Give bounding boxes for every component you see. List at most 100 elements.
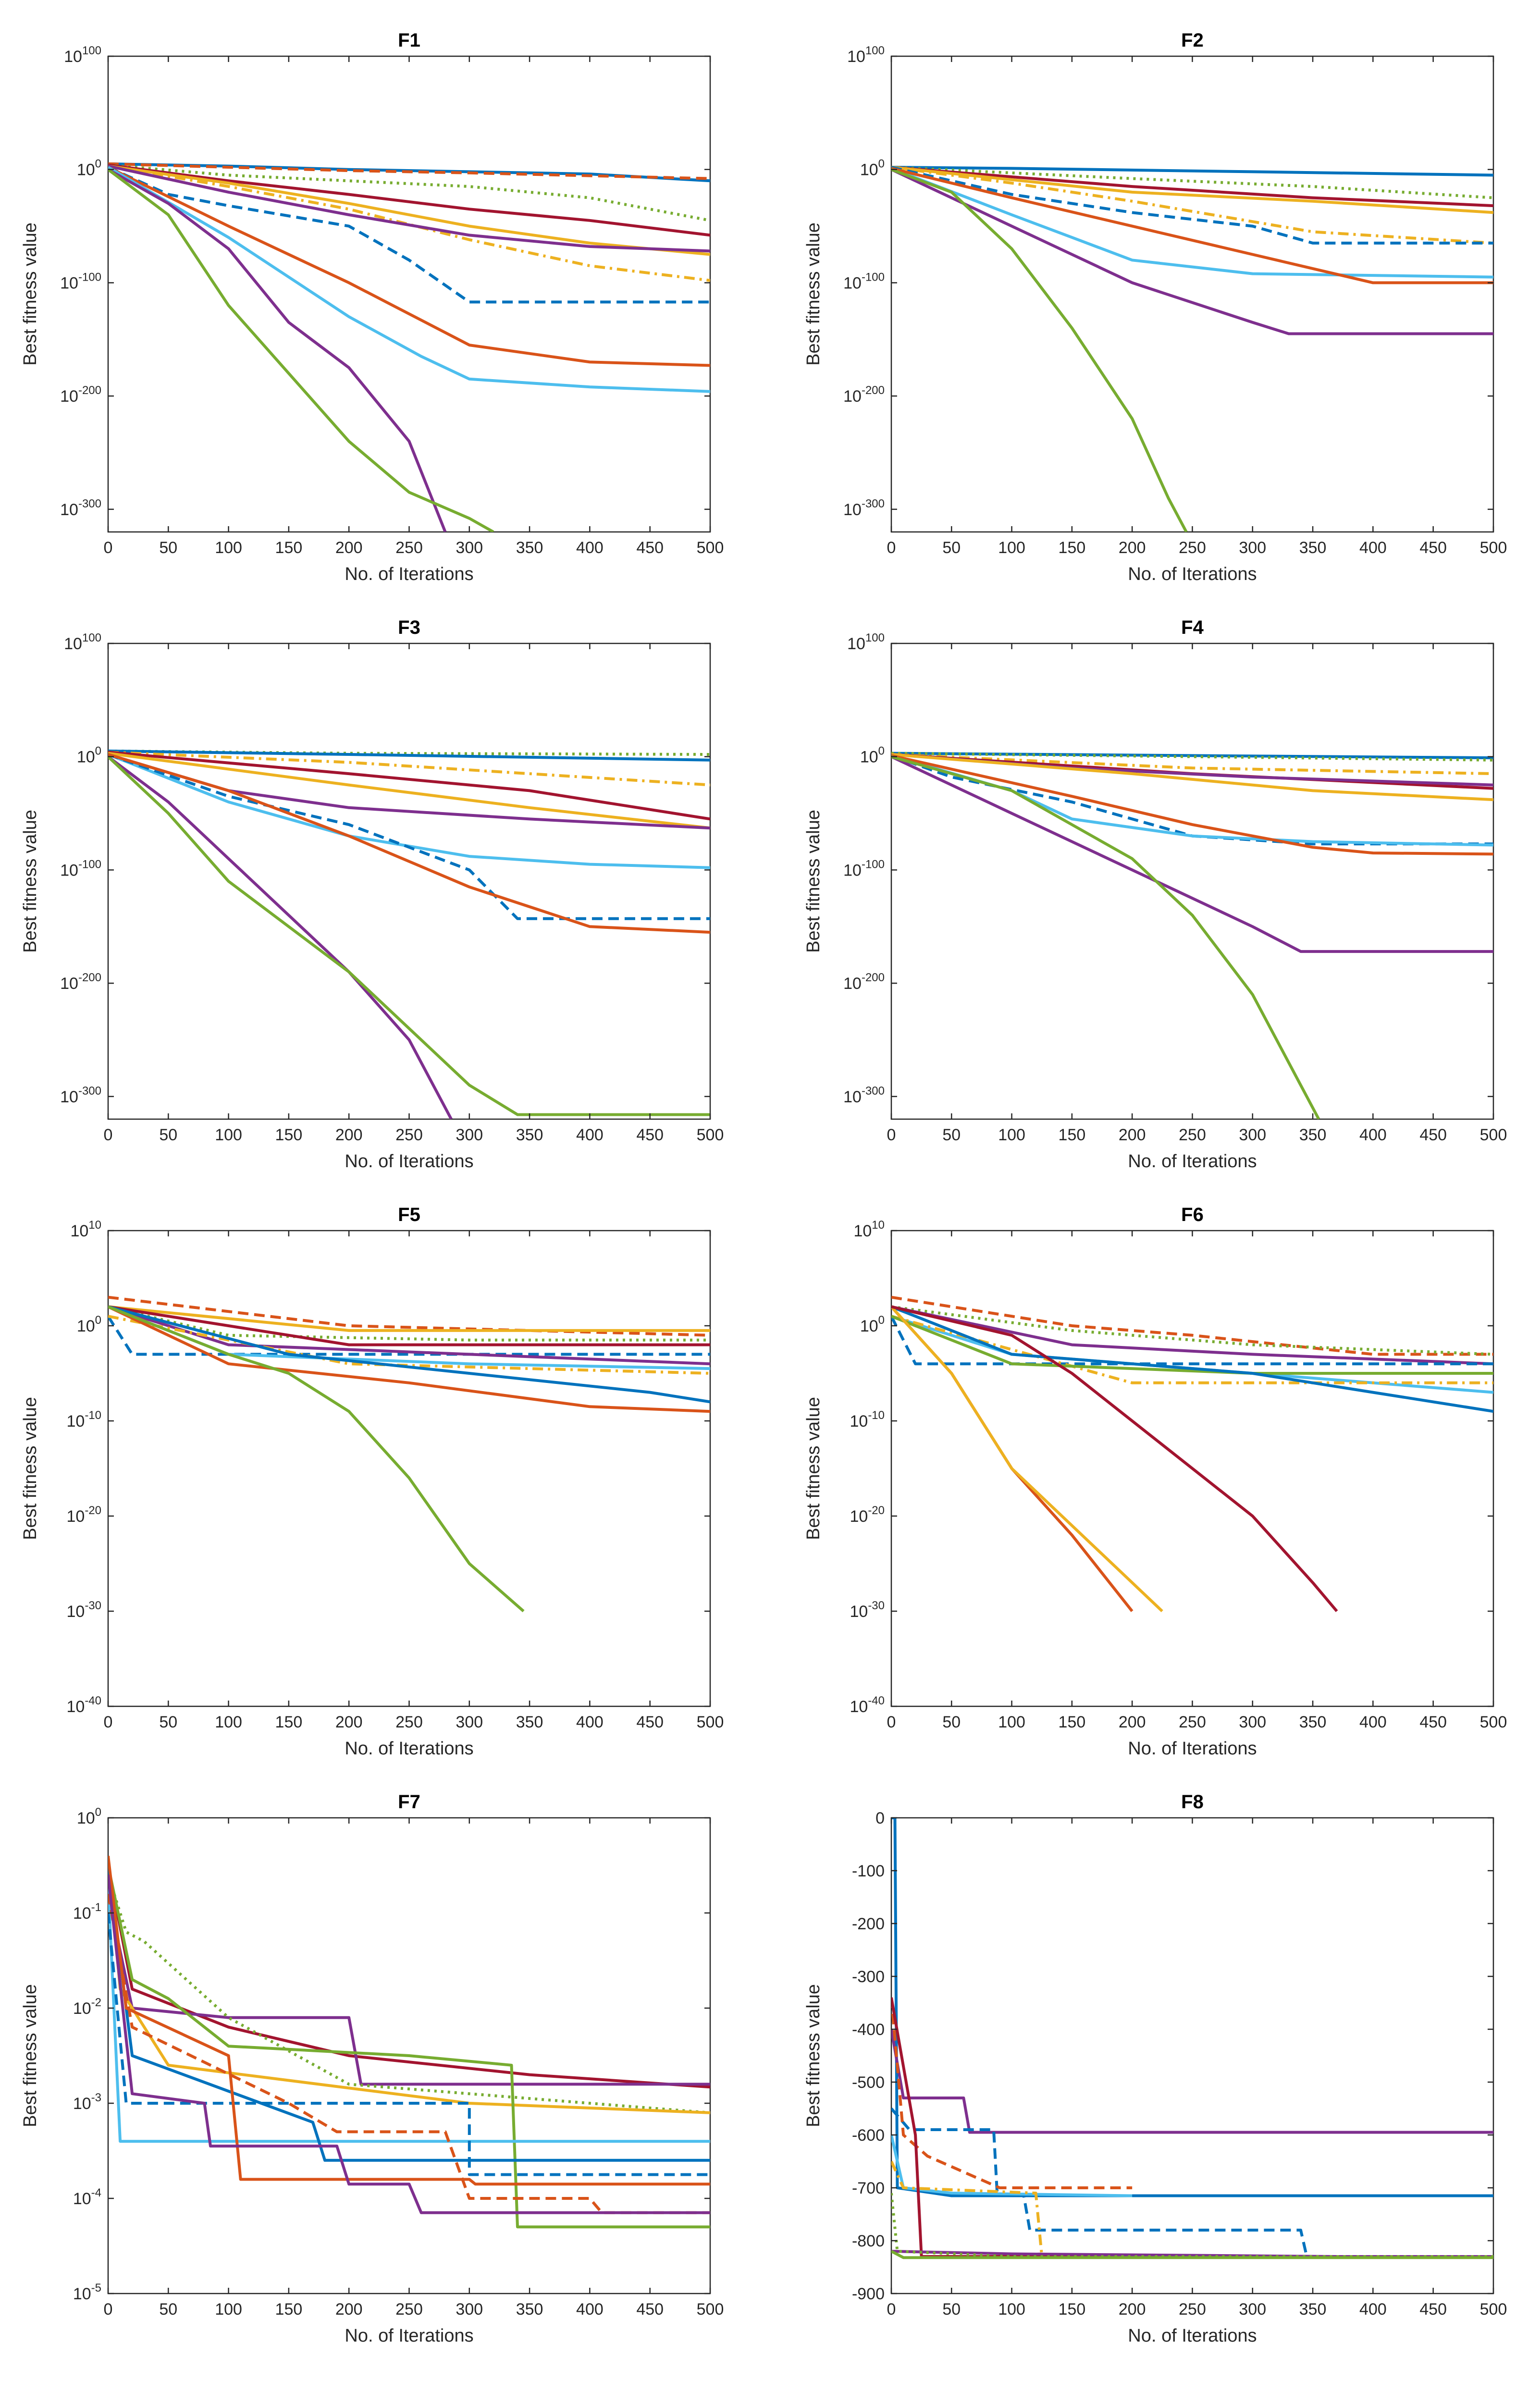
y-tick-label: -200 [852,1915,885,1933]
y-tick-label: -300 [852,1968,885,1986]
x-tick-label: 150 [1059,2300,1086,2319]
x-tick-label: 200 [335,2300,363,2319]
series-line-4 [891,1315,1493,1366]
x-tick-label: 400 [1359,1126,1387,1144]
x-tick-label: 50 [942,2300,961,2319]
x-axis-label: No. of Iterations [345,1739,473,1759]
y-tick-label: 10-30 [66,1599,101,1621]
series-group [108,749,710,1119]
x-tick-label: 200 [1119,2300,1146,2319]
series-line-3 [891,166,1493,208]
series-line-10 [108,1855,710,2186]
y-tick-label: 10100 [64,631,101,653]
x-tick-label: 50 [942,1713,961,1731]
y-tick-label: 10-200 [60,971,101,993]
chart-panel-f6: 0 50 100 150 200 250 300 350 400 450 500 1010 100 10-… [803,1204,1507,1759]
x-tick-label: 500 [697,2300,724,2319]
x-tick-label: 100 [215,2300,242,2319]
x-tick-label: 100 [998,1713,1025,1731]
x-tick-label: 300 [1239,1126,1266,1144]
x-tick-label: 300 [456,1713,483,1731]
chart-title: F3 [398,617,420,638]
y-tick-label: 10-200 [843,971,885,993]
x-tick-label: 300 [1239,1713,1266,1731]
x-tick-label: 500 [1480,1713,1507,1731]
x-tick-label: 200 [1119,1126,1146,1144]
y-tick-label: -800 [852,2232,885,2250]
series-line-5 [108,1865,710,2229]
y-tick-label: 10-40 [66,1694,101,1716]
x-tick-label: 400 [576,2300,604,2319]
chart-panel-f2: 0 50 100 150 200 250 300 350 400 450 500 10100 100 10… [803,30,1507,584]
series-line-5 [891,2134,1133,2197]
x-tick-label: 150 [275,2300,303,2319]
series-line-10 [891,2250,1493,2259]
series-line-3 [891,1305,1493,1366]
x-tick-label: 50 [159,539,177,557]
y-axis-label: Best fitness value [20,1984,40,2127]
series-line-2 [108,1305,710,1332]
y-tick-label: 10-100 [843,271,885,292]
series-line-12 [108,168,494,532]
x-tick-label: 50 [159,1713,177,1731]
series-line-11 [108,1875,710,2214]
series-line-2 [891,166,1493,199]
plot-area-frame [107,1230,711,1707]
chart-title: F7 [398,1791,420,1813]
x-axis-label: No. of Iterations [345,564,473,584]
x-axis-label: No. of Iterations [345,2326,473,2346]
y-tick-label: 10-200 [843,384,885,406]
x-tick-label: 100 [215,1713,242,1731]
x-tick-label: 0 [104,539,113,557]
series-group [891,1295,1493,1613]
x-tick-label: 500 [1480,1126,1507,1144]
series-line-10 [891,1306,1163,1613]
x-tick-label: 250 [395,2300,423,2319]
y-tick-label: 10-20 [66,1504,101,1526]
y-tick-label: 100 [77,1806,101,1827]
x-tick-label: 250 [395,1126,423,1144]
y-tick-label: -500 [852,2073,885,2092]
x-tick-label: 200 [335,1126,363,1144]
series-line-8 [891,167,1493,284]
series-group [108,1295,710,1613]
x-tick-label: 300 [456,2300,483,2319]
x-tick-label: 200 [1119,1713,1146,1731]
y-tick-label: 10-40 [850,1694,885,1716]
y-tick-label: 100 [860,158,885,179]
series-line-2 [108,749,710,762]
series-line-5 [108,164,710,256]
y-tick-label: 100 [77,158,101,179]
x-tick-label: 400 [576,1713,604,1731]
series-line-3 [108,751,710,787]
y-tick-label: 10-100 [843,858,885,879]
series-line-3 [891,753,1493,776]
y-tick-label: 1010 [853,1219,885,1240]
x-tick-label: 150 [1059,1713,1086,1731]
y-tick-label: 10-5 [73,2282,101,2303]
x-tick-label: 250 [1179,1126,1206,1144]
x-tick-label: 100 [215,1126,242,1144]
series-line-4 [108,751,710,821]
chart-panel-f1: 0 50 100 150 200 250 300 350 400 450 500 10100 100 10… [20,30,724,584]
series-line-2 [108,1893,710,2086]
plot-area-frame [890,1817,1494,2294]
series-line-6 [108,164,710,282]
series-line-2 [108,162,710,180]
series-line-3 [891,2108,1308,2257]
x-tick-label: 450 [636,1713,664,1731]
plot-area-frame [890,642,1494,1120]
x-tick-label: 300 [456,1126,483,1144]
series-line-4 [108,1305,710,1346]
x-tick-label: 150 [275,1713,303,1731]
y-tick-label: -100 [852,1862,885,1880]
y-tick-label: -400 [852,2021,885,2039]
series-line-1 [891,752,1493,760]
y-tick-label: 100 [77,1314,101,1335]
y-tick-label: 10-1 [73,1901,101,1923]
y-tick-label: -700 [852,2179,885,2197]
y-axis-label: Best fitness value [803,1984,824,2127]
x-tick-label: 150 [1059,539,1086,557]
series-line-10 [108,166,710,393]
